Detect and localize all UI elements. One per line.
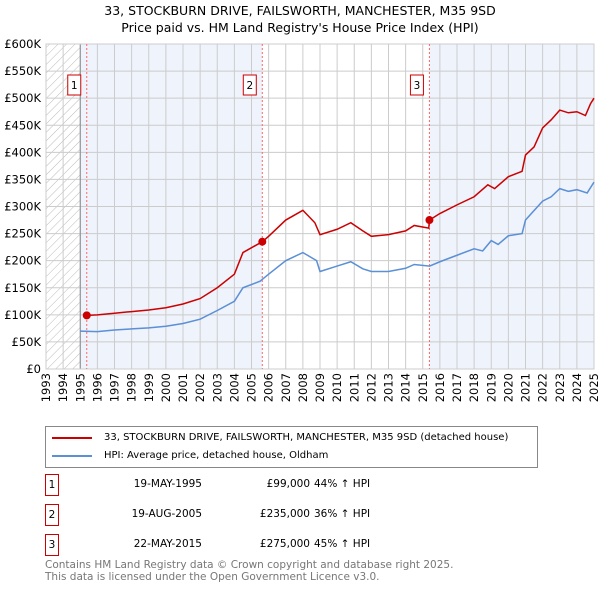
y-tick-label: £350K bbox=[4, 172, 41, 186]
x-tick-label: 2004 bbox=[227, 373, 241, 402]
y-tick-label: £250K bbox=[4, 227, 41, 241]
sale-row: 1 19-MAY-1995 £99,000 44% ↑ HPI bbox=[45, 474, 445, 496]
sale-price: £99,000 bbox=[266, 478, 310, 490]
x-tick-label: 2009 bbox=[313, 373, 327, 402]
x-tick-label: 2015 bbox=[416, 373, 430, 402]
sale-date: 19-AUG-2005 bbox=[131, 508, 202, 520]
x-tick-label: 2005 bbox=[245, 373, 259, 402]
x-tick-label: 2019 bbox=[484, 373, 498, 402]
title-line: 33, STOCKBURN DRIVE, FAILSWORTH, MANCHES… bbox=[104, 3, 496, 18]
y-tick-label: £200K bbox=[4, 254, 41, 268]
legend-label-property: 33, STOCKBURN DRIVE, FAILSWORTH, MANCHES… bbox=[104, 432, 509, 443]
price-chart: £0 £50K £100K £150K £200K £250K £300K £350K £400… bbox=[4, 37, 600, 402]
sale-point bbox=[425, 216, 434, 225]
x-tick-label: 2003 bbox=[210, 373, 224, 402]
sale-row: 3 22-MAY-2015 £275,000 45% ↑ HPI bbox=[45, 534, 445, 556]
y-tick-label: £50K bbox=[12, 335, 42, 349]
sale-marker-number: 1 bbox=[71, 80, 78, 92]
x-tick-label: 2010 bbox=[330, 373, 344, 402]
y-tick-label: £450K bbox=[4, 118, 41, 132]
footer: Contains HM Land Registry data © Crown c… bbox=[45, 559, 454, 583]
x-tick-label: 2006 bbox=[262, 373, 276, 402]
sale-price: £275,000 bbox=[259, 538, 310, 550]
y-tick-label: £0 bbox=[26, 362, 41, 376]
sale-marker-number: 2 bbox=[246, 80, 253, 92]
footer-line: This data is licensed under the Open Gov… bbox=[45, 570, 380, 583]
x-tick-label: 2008 bbox=[296, 373, 310, 402]
sale-hpi: 36% ↑ HPI bbox=[314, 508, 371, 520]
x-tick-label: 1994 bbox=[56, 373, 70, 402]
sale-marker-box bbox=[67, 74, 82, 96]
sale-hpi: 45% ↑ HPI bbox=[314, 538, 371, 550]
sale-marker-box bbox=[242, 74, 257, 96]
x-tick-label: 1997 bbox=[108, 373, 122, 402]
series-line bbox=[86, 97, 595, 317]
x-tick-label: 2021 bbox=[519, 373, 533, 402]
sale-date: 19-MAY-1995 bbox=[133, 478, 202, 490]
x-tick-label: 2002 bbox=[193, 373, 207, 402]
x-tick-label: 2020 bbox=[501, 373, 515, 402]
x-tick-label: 2001 bbox=[176, 373, 190, 402]
sale-marker-number: 3 bbox=[414, 80, 421, 92]
x-tick-label: 2014 bbox=[399, 373, 413, 402]
sale-price: £235,000 bbox=[259, 508, 310, 520]
x-tick-label: 1999 bbox=[142, 373, 156, 402]
x-tick-label: 1996 bbox=[90, 373, 104, 402]
sale-marker-box bbox=[409, 74, 424, 96]
footer-line: Contains HM Land Registry data © Crown c… bbox=[45, 559, 454, 571]
y-tick-label: £300K bbox=[4, 200, 41, 214]
x-tick-label: 2017 bbox=[450, 373, 464, 402]
x-tick-label: 2007 bbox=[279, 373, 293, 402]
legend: 33, STOCKBURN DRIVE, FAILSWORTH, MANCHES… bbox=[45, 426, 538, 468]
y-tick-label: £100K bbox=[4, 308, 41, 322]
y-tick-label: £150K bbox=[4, 281, 41, 295]
x-tick-label: 2016 bbox=[433, 373, 447, 402]
legend-blue-line bbox=[52, 454, 92, 457]
x-tick-label: 2013 bbox=[382, 373, 396, 402]
y-tick-label: £500K bbox=[4, 91, 41, 105]
x-tick-label: 2012 bbox=[364, 373, 378, 402]
x-tick-label: 1998 bbox=[125, 373, 139, 402]
x-tick-label: 2024 bbox=[570, 373, 584, 402]
x-tick-label: 1993 bbox=[39, 373, 53, 402]
chart-title: 33, STOCKBURN DRIVE, FAILSWORTH, MANCHES… bbox=[0, 2, 600, 36]
x-tick-label: 2025 bbox=[587, 373, 600, 402]
sale-marker-label: 1 bbox=[45, 474, 59, 496]
series-line bbox=[80, 181, 595, 333]
subtitle-line: Price paid vs. HM Land Registry's House … bbox=[121, 20, 479, 35]
sale-hpi: 44% ↑ HPI bbox=[314, 478, 371, 490]
x-tick-label: 2022 bbox=[536, 373, 550, 402]
y-tick-label: £550K bbox=[4, 64, 41, 78]
y-tick-label: £400K bbox=[4, 145, 41, 159]
sale-marker-label: 3 bbox=[45, 534, 59, 556]
x-tick-label: 2000 bbox=[159, 373, 173, 402]
sale-point bbox=[258, 237, 267, 246]
x-tick-label: 2011 bbox=[347, 373, 361, 402]
x-tick-label: 1995 bbox=[73, 373, 87, 402]
x-tick-label: 2018 bbox=[467, 373, 481, 402]
legend-red-line bbox=[52, 436, 92, 439]
plot-frame bbox=[45, 43, 595, 370]
sale-date: 22-MAY-2015 bbox=[133, 538, 202, 550]
sale-point bbox=[82, 311, 91, 320]
x-tick-label: 2023 bbox=[553, 373, 567, 402]
legend-label-hpi: HPI: Average price, detached house, Oldh… bbox=[104, 450, 329, 461]
y-tick-label: £600K bbox=[4, 37, 41, 51]
sale-row: 2 19-AUG-2005 £235,000 36% ↑ HPI bbox=[45, 504, 445, 526]
sale-marker-label: 2 bbox=[45, 504, 59, 526]
